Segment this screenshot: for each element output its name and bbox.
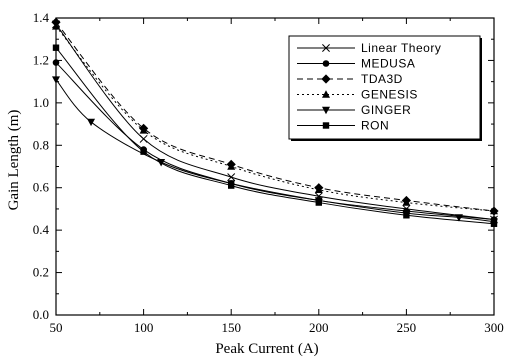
series-line-genesis: [55, 26, 495, 212]
y-tick-label: 0.4: [33, 222, 50, 237]
data-point-ron: [315, 199, 322, 206]
data-point-genesis: [314, 185, 323, 194]
data-point-genesis: [402, 198, 411, 206]
legend-marker-medusa: [322, 60, 330, 67]
x-tick-label: 100: [134, 320, 154, 335]
legend-label-genesis: GENESIS: [361, 88, 418, 102]
series-genesis: [52, 22, 498, 215]
y-tick-label: 0.0: [33, 307, 49, 322]
series-line-linear-theory: [55, 24, 495, 221]
x-tick-label: 300: [484, 320, 504, 335]
legend-item-linear-theory: Linear Theory: [297, 41, 441, 55]
legend-item-ginger: GINGER: [297, 103, 411, 117]
legend-label-tda3d: TDA3D: [361, 72, 403, 86]
data-point-ginger: [87, 118, 96, 127]
data-point-ginger: [52, 76, 60, 84]
legend-label-ron: RON: [361, 119, 389, 133]
data-point-ron: [490, 220, 498, 227]
y-tick-label: 0.8: [33, 137, 49, 152]
y-tick-label: 0.2: [33, 265, 49, 280]
data-point-genesis: [139, 126, 148, 134]
y-tick-label: 1.0: [33, 95, 49, 110]
legend-item-medusa: MEDUSA: [297, 57, 415, 71]
x-marker-stroke: [227, 173, 236, 182]
x-marker-stroke: [139, 134, 148, 143]
legend-label-ginger: GINGER: [361, 103, 411, 117]
legend-label-medusa: MEDUSA: [361, 57, 415, 71]
data-point-ginger: [454, 214, 463, 222]
legend-marker-tda3d: [321, 74, 331, 84]
y-tick-label: 0.6: [33, 180, 50, 195]
data-point-linear-theory: [227, 173, 236, 182]
legend-marker-ginger: [322, 106, 330, 115]
series-line-ginger: [55, 79, 495, 223]
x-tick-label: 150: [221, 320, 241, 335]
data-point-tda3d: [51, 17, 61, 27]
legend-item-tda3d: TDA3D: [297, 72, 403, 86]
data-point-ron: [140, 148, 147, 155]
legend-marker-ron: [322, 122, 330, 129]
legend-item-ron: RON: [297, 119, 389, 133]
series-line-ron: [55, 47, 495, 225]
data-point-ron: [403, 212, 410, 219]
y-tick-label: 1.4: [33, 10, 50, 25]
data-point-ron: [228, 182, 235, 189]
x-tick-label: 50: [50, 320, 63, 335]
legend-item-genesis: GENESIS: [297, 88, 418, 102]
series-line-medusa: [55, 62, 495, 221]
data-point-genesis: [52, 22, 60, 30]
series-ron: [52, 44, 498, 227]
x-axis-title: Peak Current (A): [215, 341, 318, 357]
y-axis-title: Gain Length (m): [6, 110, 22, 211]
x-tick-label: 250: [397, 320, 417, 335]
data-point-medusa: [52, 59, 60, 66]
legend-marker-linear-theory: [322, 44, 330, 52]
data-point-ron: [52, 44, 60, 51]
legend-marker-genesis: [322, 90, 330, 98]
data-point-genesis: [227, 162, 236, 170]
data-point-genesis: [490, 206, 498, 215]
x-tick-label: 200: [309, 320, 329, 335]
y-tick-label: 1.2: [33, 52, 49, 67]
data-point-linear-theory: [139, 134, 148, 143]
legend-label-linear-theory: Linear Theory: [361, 41, 441, 55]
x-marker-stroke: [322, 44, 330, 52]
legend-box: [288, 35, 481, 140]
